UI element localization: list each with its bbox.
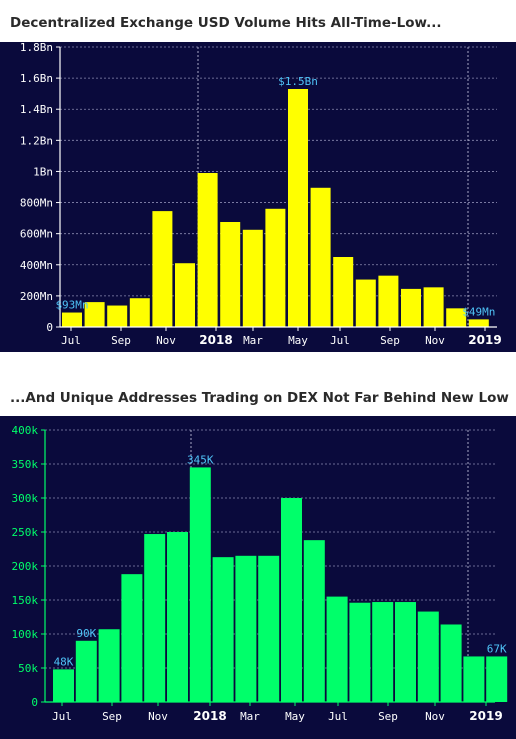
- y-tick-label: 600Mn: [20, 228, 53, 241]
- bar: [220, 222, 241, 327]
- bar: [372, 602, 394, 702]
- bar: [212, 557, 234, 702]
- bar: [281, 498, 302, 702]
- bar: [152, 211, 173, 327]
- bar: [440, 624, 462, 702]
- data-label: 48K: [54, 655, 74, 668]
- bar: [333, 257, 354, 327]
- y-tick-label: 200Mn: [20, 290, 53, 303]
- data-label: $93Mn: [55, 299, 88, 312]
- bar: [310, 187, 331, 327]
- x-tick-label: Jul: [61, 334, 81, 347]
- x-tick-label: Jul: [328, 710, 348, 723]
- bar: [98, 629, 120, 702]
- bar: [235, 555, 257, 702]
- bar: [129, 298, 150, 327]
- y-tick-label: 1.2Bn: [20, 134, 53, 147]
- x-tick-label: 2018: [199, 333, 232, 347]
- y-tick-label: 1.8Bn: [20, 42, 53, 54]
- y-tick-label: 300k: [12, 492, 39, 505]
- x-tick-label: Jul: [330, 334, 350, 347]
- bar: [349, 602, 371, 702]
- bar: [107, 305, 128, 327]
- y-tick-label: 100k: [12, 628, 39, 641]
- data-label: 67K: [487, 642, 507, 655]
- bar: [326, 596, 348, 702]
- y-tick-label: 400k: [12, 424, 39, 437]
- bar: [423, 287, 444, 327]
- x-tick-label: Jul: [52, 710, 72, 723]
- bar: [446, 308, 467, 327]
- bar: [395, 602, 416, 702]
- y-tick-label: 1.4Bn: [20, 103, 53, 116]
- bar: [463, 656, 485, 702]
- data-label: 90K: [76, 627, 96, 640]
- data-label: 345K: [187, 453, 214, 466]
- data-label: $1.5Bn: [278, 75, 318, 88]
- bar: [288, 89, 308, 327]
- bar: [121, 574, 143, 702]
- unique-addresses-chart: 0 50k 100k 150k 200k 250k 300k 350k 400k Jul Sep No…: [0, 416, 516, 739]
- x-tick-label: Nov: [425, 710, 445, 723]
- y-tick-label: 50k: [18, 662, 38, 675]
- x-tick-label: 2019: [468, 333, 501, 347]
- bar: [167, 532, 188, 702]
- bar: [303, 540, 325, 702]
- bar: [258, 555, 280, 702]
- y-tick-label: 400Mn: [20, 259, 53, 272]
- bar: [75, 640, 97, 702]
- bar: [197, 173, 218, 327]
- chart-title-unique-addresses: ...And Unique Addresses Trading on DEX N…: [10, 390, 509, 406]
- y-tick-label: 150k: [12, 594, 39, 607]
- x-tick-label: 2019: [469, 709, 502, 723]
- dex-volume-chart: 0 200Mn 400Mn 600Mn 800Mn 1Bn 1.2Bn 1.4Bn 1.6Bn 1…: [0, 42, 516, 352]
- y-tick-label: 250k: [12, 526, 39, 539]
- y-tick-label: 350k: [12, 458, 39, 471]
- bar: [401, 288, 421, 327]
- x-tick-label: Sep: [111, 334, 131, 347]
- bar: [189, 467, 211, 702]
- bar: [175, 263, 195, 327]
- x-tick-label: Nov: [425, 334, 445, 347]
- x-tick-label: Mar: [240, 710, 260, 723]
- y-tick-label: 1.6Bn: [20, 72, 53, 85]
- y-tick-label: 800Mn: [20, 197, 53, 210]
- data-label: $49Mn: [462, 305, 495, 318]
- x-tick-label: Nov: [148, 710, 168, 723]
- bar: [417, 611, 439, 702]
- bar: [486, 656, 508, 702]
- y-tick-label: 1Bn: [33, 165, 53, 178]
- bar: [378, 275, 399, 327]
- bar: [62, 312, 82, 327]
- x-tick-label: 2018: [193, 709, 226, 723]
- y-tick-label: 0: [46, 321, 53, 334]
- bar: [144, 534, 166, 702]
- bar: [355, 279, 376, 327]
- y-tick-label: 200k: [12, 560, 39, 573]
- y-tick-label: 0: [31, 696, 38, 709]
- x-tick-label: May: [288, 334, 308, 347]
- chart-title-dex-volume: Decentralized Exchange USD Volume Hits A…: [10, 15, 442, 31]
- x-tick-label: Sep: [380, 334, 400, 347]
- x-tick-label: Sep: [378, 710, 398, 723]
- x-tick-label: Nov: [156, 334, 176, 347]
- bar: [53, 669, 74, 702]
- bar: [84, 302, 105, 327]
- x-tick-label: Sep: [102, 710, 122, 723]
- x-tick-label: Mar: [243, 334, 263, 347]
- bar: [242, 229, 263, 327]
- bar: [468, 319, 489, 327]
- bar: [265, 208, 286, 327]
- x-tick-label: May: [285, 710, 305, 723]
